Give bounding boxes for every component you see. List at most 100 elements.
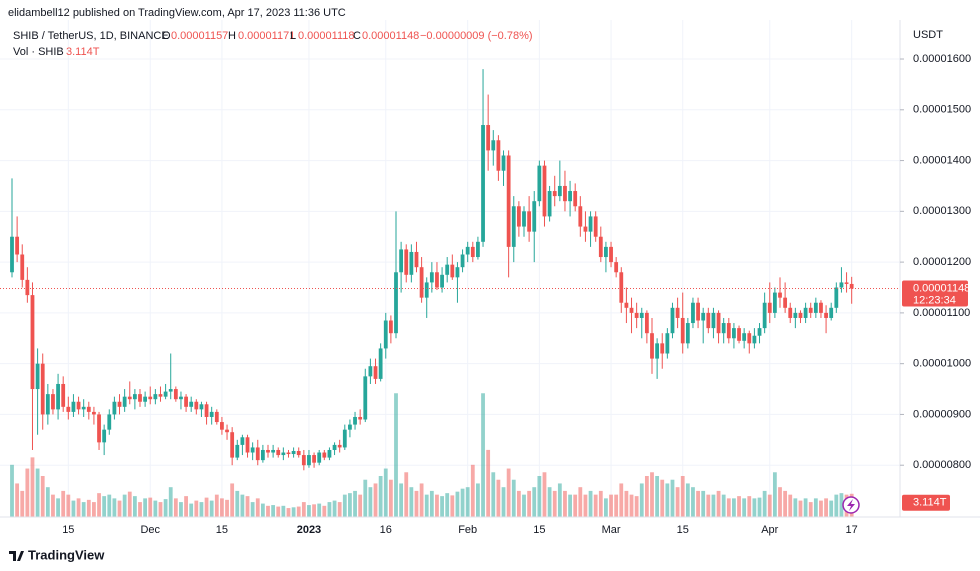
- candle-body: [322, 452, 327, 458]
- volume-layer: [10, 393, 854, 517]
- candle-body: [778, 292, 782, 298]
- volume-bar: [204, 497, 209, 517]
- volume-bar: [168, 487, 173, 517]
- candle-body: [15, 236, 20, 255]
- symbol-title: SHIB / TetherUS, 1D, BINANCE: [13, 30, 169, 42]
- volume-bar: [56, 498, 60, 517]
- candle-body: [409, 251, 414, 275]
- candle-body: [30, 295, 35, 390]
- candle-body: [609, 246, 613, 263]
- candle-body: [107, 414, 112, 430]
- candle-body: [81, 406, 86, 410]
- candle-body: [394, 272, 398, 334]
- volume-bar: [829, 500, 834, 517]
- volume-bar: [742, 498, 747, 517]
- volume-last: 3.114T: [66, 46, 100, 58]
- volume-bar: [378, 476, 383, 517]
- volume-bar: [332, 500, 337, 517]
- volume-bar: [312, 504, 316, 517]
- volume-bar: [568, 494, 572, 517]
- published-line: elidambell12 published on TradingView.co…: [8, 7, 346, 19]
- candle-body: [281, 452, 286, 456]
- volume-bar: [491, 472, 496, 517]
- candle-body: [327, 449, 332, 458]
- candle-body: [383, 320, 388, 349]
- volume-bar: [383, 468, 388, 517]
- candle-body: [271, 449, 276, 453]
- volume-bar: [803, 498, 808, 517]
- candle-body: [701, 312, 706, 321]
- candle-body: [496, 140, 501, 171]
- candle-body: [849, 283, 854, 289]
- candle-body: [680, 317, 685, 344]
- candle-body: [112, 401, 117, 415]
- volume-bar: [542, 472, 547, 517]
- volume-bar: [240, 494, 245, 517]
- candle-body: [460, 254, 465, 268]
- candle-body: [173, 389, 178, 400]
- candle-body: [158, 394, 163, 397]
- volume-bar: [598, 490, 603, 517]
- candle-body: [132, 394, 137, 400]
- candle-body: [598, 236, 603, 258]
- x-tick-label: 16: [380, 524, 392, 536]
- candle-body: [450, 264, 455, 278]
- volume-bar: [184, 496, 188, 517]
- candle-body: [286, 452, 291, 455]
- candle-body: [204, 404, 209, 417]
- volume-bar: [348, 493, 352, 517]
- countdown: 12:23:34: [913, 294, 956, 306]
- candle-body: [829, 307, 834, 318]
- volume-bar: [609, 494, 613, 517]
- volume-bar: [732, 498, 736, 517]
- volume-bar: [834, 494, 839, 517]
- x-tick-label: 15: [677, 524, 689, 536]
- volume-bar: [757, 497, 762, 517]
- candle-body: [240, 437, 245, 445]
- candle-body: [788, 307, 793, 318]
- volume-bar: [271, 505, 276, 517]
- candle-body: [619, 272, 624, 303]
- candle-body: [578, 206, 583, 227]
- ohlc-value: 0.00001118: [298, 30, 354, 42]
- candle-body: [721, 323, 726, 334]
- volume-bar: [122, 494, 127, 517]
- candle-body: [168, 389, 173, 392]
- candle-body: [481, 125, 485, 242]
- x-tick-label: Feb: [458, 524, 477, 536]
- volume-bar: [798, 500, 803, 517]
- volume-bar: [660, 479, 665, 517]
- volume-bar: [132, 496, 137, 517]
- volume-bar: [486, 449, 491, 517]
- candle-body: [148, 396, 153, 400]
- candle-body: [163, 391, 168, 397]
- candle-body: [435, 272, 439, 288]
- candle-body: [61, 383, 66, 407]
- candle-body: [491, 140, 496, 151]
- volume-bar: [604, 498, 608, 517]
- volume-bar: [220, 498, 224, 517]
- candle-body: [501, 155, 506, 171]
- volume-bar: [460, 488, 465, 517]
- candle-body: [685, 323, 690, 344]
- volume-bar: [337, 502, 342, 517]
- candle-body: [266, 449, 270, 453]
- volume-bar: [199, 502, 204, 517]
- volume-bar: [691, 487, 695, 517]
- volume-bar: [772, 472, 777, 517]
- candle-body: [573, 191, 578, 207]
- volume-bar: [783, 490, 788, 517]
- volume-bar: [445, 493, 450, 517]
- candle-body: [557, 185, 562, 197]
- candle-body: [639, 312, 644, 318]
- candle-body: [220, 422, 224, 430]
- volume-bar: [675, 487, 680, 517]
- candle-body: [189, 401, 194, 407]
- candle-body: [414, 251, 419, 268]
- candle-body: [301, 455, 306, 466]
- logo-mark: [9, 551, 24, 561]
- volume-bar: [670, 479, 675, 517]
- volume-bar: [102, 496, 107, 517]
- y-tick-label: 0.00000800: [913, 459, 971, 471]
- candle-body: [194, 401, 199, 410]
